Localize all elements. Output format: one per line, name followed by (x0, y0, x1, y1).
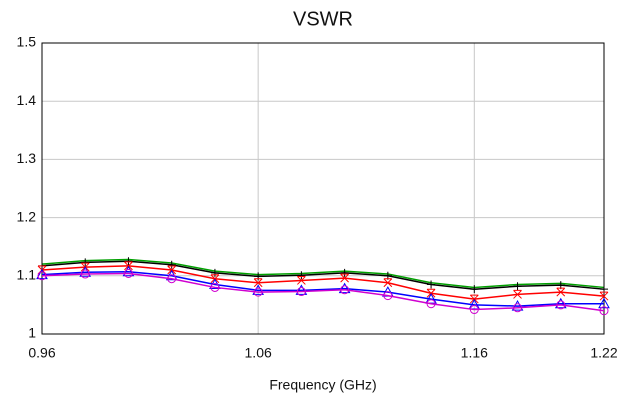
marker (81, 258, 90, 267)
marker (124, 257, 133, 266)
marker (426, 299, 436, 309)
marker (79, 266, 92, 277)
marker (513, 289, 522, 299)
y-tick-label: 1.2 (17, 208, 37, 224)
marker (513, 303, 523, 313)
marker (470, 285, 479, 294)
x-tick-label: 1.06 (245, 345, 272, 361)
chart-title: VSWR (293, 8, 353, 30)
x-tick-label: 1.22 (590, 345, 617, 361)
marker (252, 284, 265, 295)
marker (122, 265, 135, 277)
marker (297, 271, 306, 280)
marker (599, 291, 609, 301)
marker (36, 268, 48, 280)
marker (383, 291, 393, 301)
y-tick-label: 1.5 (17, 34, 37, 50)
marker (296, 287, 306, 297)
marker (253, 278, 263, 288)
marker (554, 297, 567, 309)
marker (210, 268, 219, 277)
marker (167, 274, 177, 284)
series-line (41, 272, 605, 312)
marker (253, 287, 263, 297)
y-tick-label: 1 (28, 325, 36, 341)
y-tick-label: 1.4 (17, 92, 37, 108)
marker (340, 268, 349, 277)
x-tick-label: 0.96 (28, 345, 55, 361)
x-axis-label: Frequency (GHz) (269, 377, 376, 393)
plot-frame (41, 42, 605, 335)
marker (210, 282, 220, 292)
x-tick-label: 1.16 (461, 345, 488, 361)
marker (37, 271, 47, 281)
series-line (41, 270, 604, 307)
marker (340, 273, 349, 283)
marker (167, 260, 176, 269)
marker (556, 287, 566, 297)
marker (80, 269, 90, 279)
marker (427, 280, 436, 289)
marker (295, 284, 308, 295)
marker (123, 268, 133, 278)
series-line (41, 265, 605, 300)
marker (338, 282, 351, 294)
y-tick-label: 1.1 (17, 267, 37, 283)
marker (556, 300, 566, 310)
series-line (41, 258, 605, 289)
marker (598, 297, 610, 309)
series-line (41, 260, 605, 290)
marker (383, 278, 393, 288)
y-tick-label: 1.3 (17, 150, 37, 166)
marker (469, 305, 479, 315)
marker (513, 282, 522, 291)
marker (340, 285, 350, 295)
marker (511, 300, 524, 311)
marker (599, 306, 609, 316)
marker (297, 275, 306, 285)
